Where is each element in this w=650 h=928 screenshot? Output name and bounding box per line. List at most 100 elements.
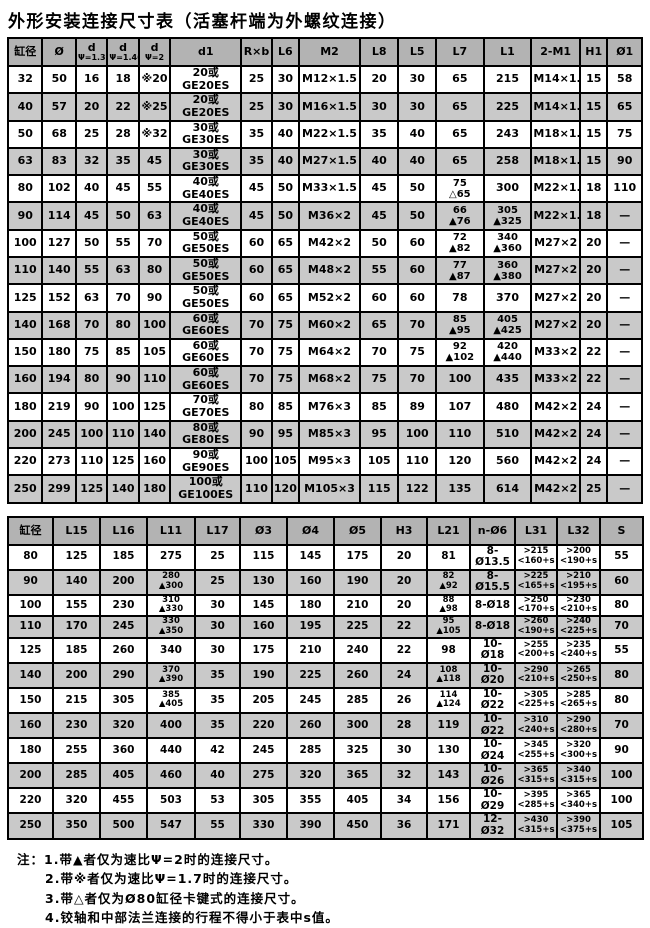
cell: 89 [397, 392, 437, 422]
table-row-bore-125: 125 152 63 70 90 50或GE50ES 60 65 M52×2 60 60 78 370 M… [6, 283, 643, 313]
cell: — [606, 255, 643, 286]
cell: 80 [6, 174, 44, 204]
cell: 285 [52, 762, 101, 790]
cell: 82 ▲92 [426, 568, 471, 596]
cell: 90 [137, 283, 172, 313]
cell: 78 [435, 283, 485, 313]
cell: 36 [380, 812, 428, 840]
cell: 24 [579, 419, 609, 449]
cell: 105 [599, 812, 644, 840]
cell: 285 [333, 686, 382, 715]
cell: 70 [74, 310, 109, 340]
cell: 20 [579, 255, 609, 286]
cell: 125 [7, 636, 54, 664]
cell: 90或GE90ES [169, 446, 243, 477]
cell: 40 [397, 119, 437, 149]
cell: 40 [270, 119, 301, 149]
cell: 300 [482, 174, 533, 204]
column-header-sub: Ψ=1.33 [77, 53, 106, 63]
cell: 80 [599, 686, 644, 715]
column-header-d: d Ψ=2 [137, 37, 172, 67]
cell: 40或GE40ES [169, 174, 243, 204]
cell: 30 [194, 615, 241, 639]
cell: 30或GE30ES [169, 119, 243, 149]
table-row-bore-100: 100 155 230 310 ▲330 30 145 180 210 20 88 ▲98 8-Ø1… [7, 593, 644, 618]
cell: 15 [579, 64, 609, 95]
table1-header: 缸径ØdΨ=1.33dΨ=1.46dΨ=2d1R×bL6M2L8L5L7L12-… [6, 37, 643, 67]
cell: 80 [599, 661, 644, 689]
cell: 180 [6, 392, 44, 422]
cell: 32 [380, 762, 428, 790]
cell: 20 [380, 543, 428, 571]
cell: 119 [426, 712, 471, 740]
table-row-bore-90: 90 114 45 50 63 40或GE40ES 45 50 M36×2 45 50 66 ▲76 3… [6, 201, 643, 231]
cell: 90 [240, 419, 273, 449]
cell: 255 [52, 737, 101, 765]
cell: 18 [579, 201, 609, 231]
cell: 180 [7, 737, 54, 765]
cell: 127 [41, 228, 77, 258]
column-header-Ø: Ø [41, 37, 77, 67]
cell: 85 [358, 392, 400, 422]
cell: 55 [358, 255, 400, 286]
cell: >240 <225+s [556, 615, 601, 639]
cell: 30 [194, 636, 241, 664]
cell: 205 [239, 686, 288, 715]
cell: 30 [397, 64, 437, 95]
cell: 10-Ø22 [469, 712, 516, 740]
cell: 60或GE60ES [169, 337, 243, 368]
cell: 460 [146, 762, 196, 790]
table-row-bore-110: 110 140 55 63 80 50或GE50ES 60 65 M48×2 55 60 77 ▲87… [6, 255, 643, 286]
cell: 160 [239, 615, 288, 639]
cell: 25 [194, 568, 241, 596]
cell: 100 [74, 419, 109, 449]
cell: M27×2 [530, 255, 582, 286]
cell: 63 [106, 255, 140, 286]
cell: 340 ▲360 [482, 228, 533, 258]
footnote-3: 3.带△者仅为Ø80缸径卡键式的连接尺寸。 [45, 890, 305, 906]
cell: 20 [380, 593, 428, 618]
cell: 50或GE50ES [169, 228, 243, 258]
cell: M76×3 [298, 392, 361, 422]
cell: 30 [270, 92, 301, 122]
cell: >200 <190+s [556, 543, 601, 571]
cell: 100 [7, 593, 54, 618]
cell: 200 [6, 419, 44, 449]
footnote-4: 4.铰轴和中部法兰连接的行程不得小于表中s值。 [45, 910, 339, 925]
cell: 110 [137, 365, 172, 395]
cell: 100 [6, 228, 44, 258]
cell: 300 [333, 712, 382, 740]
cell: 105 [270, 446, 301, 477]
cell: 60 [397, 228, 437, 258]
cell: 330 [239, 812, 288, 840]
cell: 10-Ø29 [469, 787, 516, 815]
table-row-bore-180: 180 219 90 100 125 70或GE70ES 80 85 M76×3 85 89 107 4… [6, 392, 643, 422]
table-gap [7, 504, 643, 516]
cell: 20 [380, 568, 428, 596]
cell: 110 [240, 474, 273, 504]
cell: 299 [41, 474, 77, 504]
cell: 80 [137, 255, 172, 286]
cell: 503 [146, 787, 196, 815]
cell: 55 [106, 228, 140, 258]
cell: 130 [426, 737, 471, 765]
cell: 243 [482, 119, 533, 149]
cell: 25 [194, 543, 241, 571]
column-header-L1: L1 [482, 37, 533, 67]
cell: 30 [270, 64, 301, 95]
cell: 143 [426, 762, 471, 790]
cell: 180 [286, 593, 335, 618]
cell: 8-Ø13.5 [469, 543, 516, 571]
cell: 110 [435, 419, 485, 449]
cell: 50 [270, 174, 301, 204]
cell: 85 [270, 392, 301, 422]
cell: 24 [579, 392, 609, 422]
cell: 200 [7, 762, 54, 790]
column-header-H3: H3 [380, 515, 428, 546]
cell: 50或GE50ES [169, 255, 243, 286]
cell: >290 <210+s [514, 661, 558, 689]
cell: 68 [41, 119, 77, 149]
cell: >310 <240+s [514, 712, 558, 740]
cell: 100 [240, 446, 273, 477]
cell: 275 [146, 543, 196, 571]
